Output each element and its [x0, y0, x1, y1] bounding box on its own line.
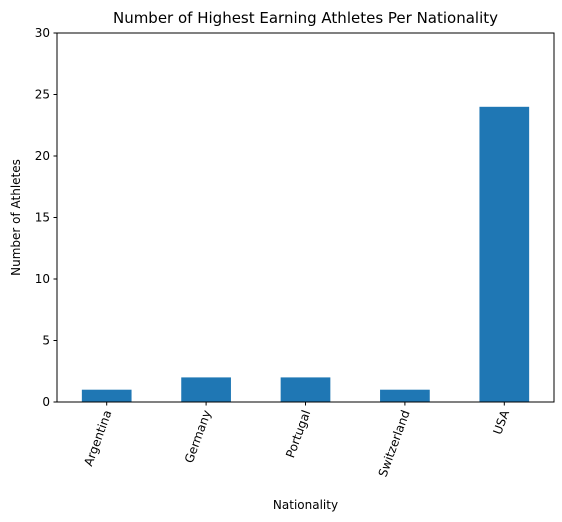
x-tick-label-germany: Germany [182, 408, 214, 465]
y-tick-label: 25 [35, 88, 50, 102]
y-tick-label: 0 [42, 395, 50, 409]
x-tick-label-portugal: Portugal [283, 408, 313, 459]
y-tick-label: 20 [35, 149, 50, 163]
bar-argentina [81, 389, 132, 402]
x-axis-label: Nationality [273, 498, 338, 512]
x-tick-label-usa: USA [490, 408, 512, 437]
bar-usa [479, 106, 530, 403]
bar-germany [181, 377, 231, 402]
x-tick-label-argentina: Argentina [81, 408, 114, 468]
y-axis-ticks: 0 5 10 15 20 25 30 [35, 26, 57, 409]
bar-portugal [280, 377, 331, 402]
y-tick-label: 30 [35, 26, 50, 40]
chart-title: Number of Highest Earning Athletes Per N… [113, 9, 498, 27]
bar-switzerland [380, 389, 430, 402]
y-axis-label: Number of Athletes [9, 159, 23, 276]
x-axis-ticks: Argentina Germany Portugal Switzerland USA [81, 402, 512, 479]
y-tick-label: 10 [35, 272, 50, 286]
x-tick-label-switzerland: Switzerland [376, 408, 413, 479]
y-tick-label: 15 [35, 211, 50, 225]
plot-frame [56, 32, 555, 403]
bars-group [81, 106, 530, 403]
y-tick-label: 5 [42, 334, 50, 348]
